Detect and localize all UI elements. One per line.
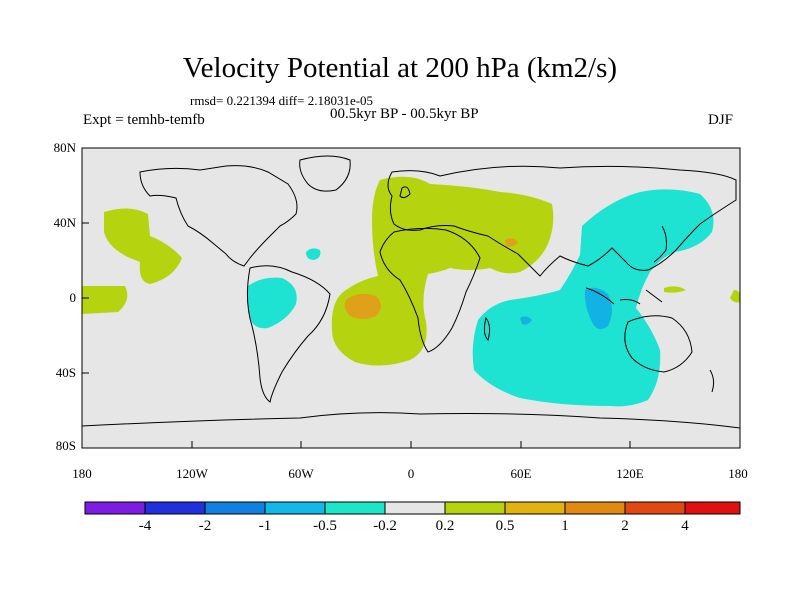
axis-ticks [81,147,741,449]
colorbar-box-0 [84,501,146,515]
colorbar-label: 0.2 [435,518,455,534]
positive-region-europe-africa [331,176,554,366]
coast-antarctica [82,412,740,429]
map-title: Velocity Potential at 200 hPa (km2/s) [182,52,618,84]
lat-label-40n: 40N [53,215,76,230]
colorbar-box-10 [684,501,741,515]
experiment-label: Expt = temhb-temfb [83,112,205,128]
coastlines [82,155,740,429]
lat-label-80n: 80N [53,140,76,155]
lon-label-120w: 120W [176,466,208,481]
positive-region-pacific [104,208,182,284]
mid-positive-region-arabia [505,238,518,247]
colorbar-label: 4 [681,518,689,534]
lon-label-120e: 120E [616,466,644,481]
positive-region-west-pacific [664,286,686,293]
coast-indonesia [585,287,663,305]
colorbar-box-3 [264,501,326,515]
coast-madagascar [483,316,491,341]
colorbar-label: 2 [621,518,629,534]
colorbar-box-7 [504,501,566,515]
lat-label-80s: 80S [55,438,76,453]
lon-label-60w: 60W [288,466,314,481]
colorbar-box-6 [444,501,506,515]
mid-negative-region-small [520,316,532,325]
coast-eurasia [387,165,737,277]
mid-positive-region-brazil [344,293,381,319]
coast-africa [379,227,481,353]
coast-north-america [139,165,298,267]
coast-uk [399,186,411,199]
lon-label-180w: 180 [72,466,92,481]
colorbar-label: -0.5 [313,518,337,534]
colorbar-label: -1 [258,518,272,534]
lat-label-40s: 40S [55,365,76,380]
colorbar-box-8 [564,501,626,515]
colorbar-box-4 [324,501,386,515]
colorbar-label: -2 [198,518,212,534]
coast-greenland [299,155,351,192]
colorbar-label: 1 [561,518,569,534]
colorbar-label: -4 [138,518,152,534]
colorbar-box-9 [624,501,686,515]
contour-fields [82,155,740,429]
colorbar-box-5 [384,501,446,515]
colorbar [84,501,741,515]
period-label: 00.5kyr BP - 00.5kyr BP [330,106,479,122]
coast-new-zealand [709,369,715,393]
positive-region-east-pacific [82,286,128,314]
coast-japan [653,225,667,263]
stats-text: rmsd= 0.221394 diff= 2.18031e-05 [190,93,374,108]
lon-label-0: 0 [407,466,415,481]
lon-label-180e: 180 [728,466,748,481]
positive-region-dateline [730,290,740,303]
coast-australia [624,315,693,373]
negative-region-south-america [247,277,297,329]
colorbar-box-2 [204,501,266,515]
colorbar-label: 0.5 [495,518,515,534]
negative-region-atlantic-blob [306,248,321,260]
lat-label-0: 0 [69,290,77,305]
colorbar-label: -0.2 [373,518,397,534]
colorbar-box-1 [144,501,206,515]
season-label: DJF [708,112,734,128]
mid-negative-region-sumatra [584,287,612,330]
lon-label-60e: 60E [510,466,532,481]
coast-south-america [246,265,331,403]
